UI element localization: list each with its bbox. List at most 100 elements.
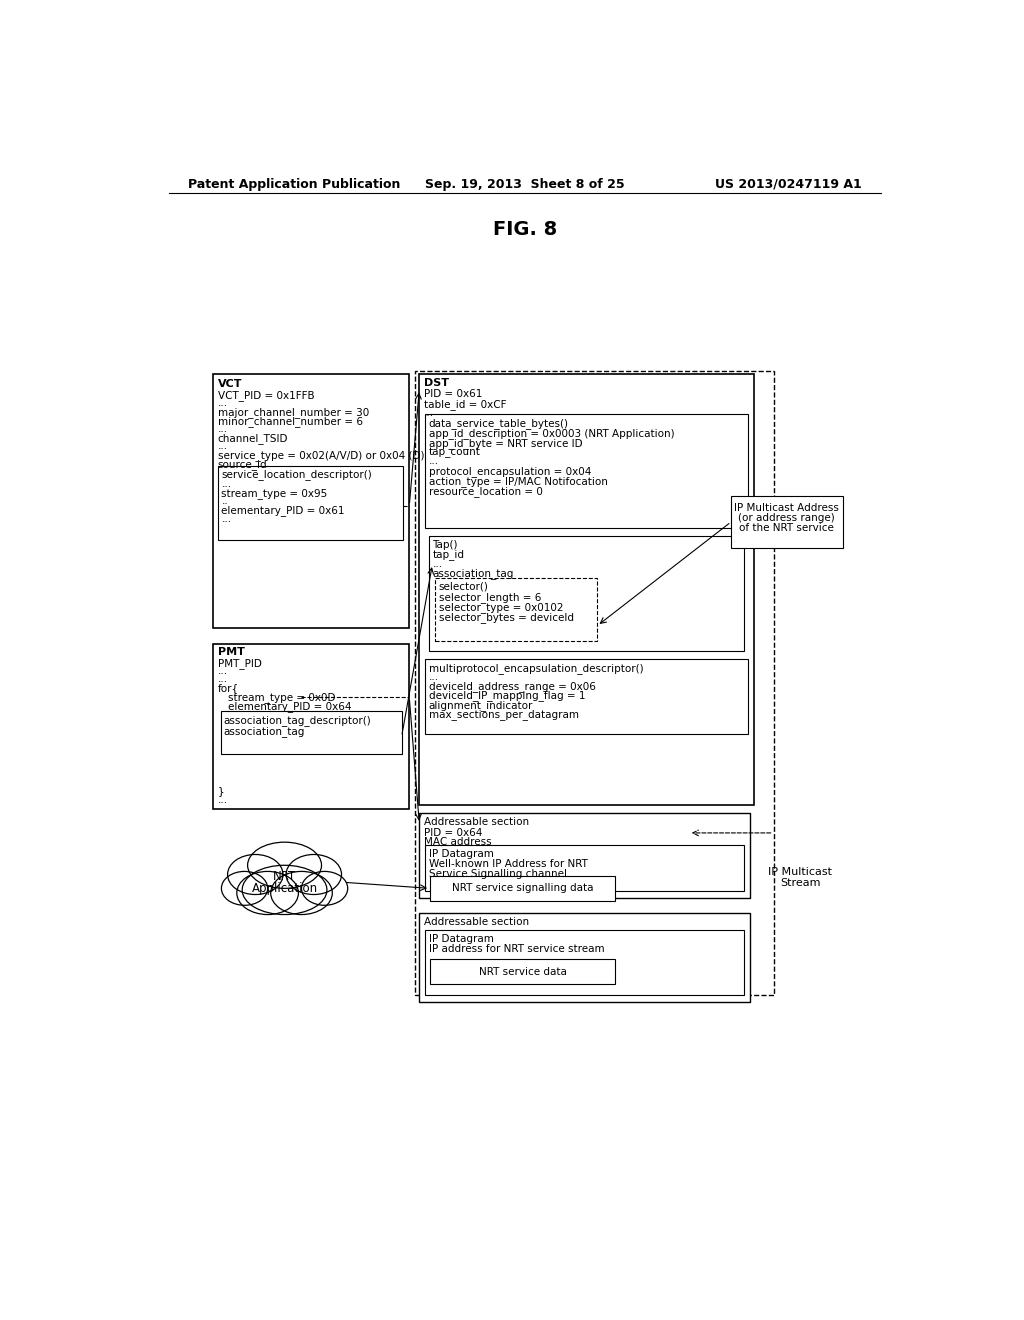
Bar [213,644,410,809]
Text: elementary_PID = 0x61: elementary_PID = 0x61 [221,506,345,516]
Text: VCT_PID = 0x1FFB: VCT_PID = 0x1FFB [217,391,314,401]
Text: PID = 0x61: PID = 0x61 [424,389,482,400]
Text: NRT service data: NRT service data [478,966,566,977]
Text: FIG. 8: FIG. 8 [493,220,557,239]
Text: association_tag: association_tag [432,568,514,579]
Text: IP Datagram: IP Datagram [429,933,494,944]
Text: app_id_description = 0x0003 (NRT Application): app_id_description = 0x0003 (NRT Applica… [429,428,674,438]
Text: DST: DST [424,378,449,388]
Ellipse shape [286,854,342,895]
Text: action_type = IP/MAC Notifocation: action_type = IP/MAC Notifocation [429,475,607,487]
Text: selector_type = 0x0102: selector_type = 0x0102 [438,602,563,612]
Text: ...: ... [217,424,227,434]
Text: selector_bytes = deviceId: selector_bytes = deviceId [438,612,573,623]
Text: source_id: source_id [217,459,267,470]
Text: IP Multicast: IP Multicast [768,867,833,876]
Text: PMT: PMT [217,647,245,657]
Text: table_id = 0xCF: table_id = 0xCF [424,399,507,409]
Ellipse shape [248,842,322,888]
Text: protocol_encapsulation = 0x04: protocol_encapsulation = 0x04 [429,466,591,477]
Text: ...: ... [217,665,227,676]
Text: Sep. 19, 2013  Sheet 8 of 25: Sep. 19, 2013 Sheet 8 of 25 [425,178,625,190]
Text: Addressable section: Addressable section [424,817,529,826]
Text: stream_type = 0x0D: stream_type = 0x0D [228,692,336,704]
Text: Well-known IP Address for NRT: Well-known IP Address for NRT [429,859,588,869]
Text: ...: ... [221,479,231,488]
Text: alignment_indicator: alignment_indicator [429,700,532,710]
Bar [218,466,403,540]
Bar [425,659,749,734]
Text: tap_id: tap_id [432,549,465,561]
Text: max_sections_per_datagram: max_sections_per_datagram [429,709,579,719]
Ellipse shape [243,866,327,915]
Text: ..: .. [221,496,228,506]
Bar [430,960,614,983]
Text: IP address for NRT service stream: IP address for NRT service stream [429,944,604,954]
Text: resource_location = 0: resource_location = 0 [429,486,543,496]
Text: Addressable section: Addressable section [424,917,529,927]
Bar [425,845,744,891]
Text: PID = 0x64: PID = 0x64 [424,828,482,837]
Text: ...: ... [217,795,227,805]
Text: data_service_table_bytes(): data_service_table_bytes() [429,418,568,429]
Bar [416,371,773,995]
Ellipse shape [221,871,267,906]
Text: Tap(): Tap() [432,540,458,549]
Text: channel_TSID: channel_TSID [217,433,288,445]
Text: ...: ... [217,397,227,408]
Text: stream_type = 0x95: stream_type = 0x95 [221,488,328,499]
Bar [429,536,744,651]
Text: }: } [217,785,224,796]
Text: multiprotocol_encapsulation_descriptor(): multiprotocol_encapsulation_descriptor() [429,663,643,673]
Text: ...: ... [217,441,227,451]
Text: Patent Application Publication: Patent Application Publication [188,178,400,190]
Text: ...: ... [429,672,438,682]
Text: deviceId_IP_mapping_flag = 1: deviceId_IP_mapping_flag = 1 [429,690,585,701]
Text: selector_length = 6: selector_length = 6 [438,591,541,603]
Text: elementary_PID = 0x64: elementary_PID = 0x64 [228,701,352,713]
Text: tap_count: tap_count [429,447,480,458]
Bar [419,374,755,805]
Text: minor_channel_number = 6: minor_channel_number = 6 [217,416,362,428]
Text: deviceId_address_range = 0x06: deviceId_address_range = 0x06 [429,681,595,692]
Text: association_tag_descriptor(): association_tag_descriptor() [223,715,372,726]
Bar [425,414,749,528]
Text: VCT: VCT [217,379,242,388]
Text: ...: ... [221,515,231,524]
Text: Service Signalling channel: Service Signalling channel [429,869,566,879]
Text: app_id_byte = NRT service ID: app_id_byte = NRT service ID [429,438,583,449]
Text: Application: Application [252,882,317,895]
Bar [430,876,614,900]
Bar [435,578,597,642]
Text: NRT: NRT [273,870,296,883]
Bar [213,374,410,628]
Text: selector(): selector() [438,582,488,591]
Text: of the NRT service: of the NRT service [739,524,834,533]
Text: major_channel_number = 30: major_channel_number = 30 [217,407,369,418]
Text: US 2013/0247119 A1: US 2013/0247119 A1 [716,178,862,190]
Bar [425,929,744,995]
Bar [731,495,843,548]
Text: ...: ... [424,408,434,418]
Bar [220,711,401,755]
Text: (or address range): (or address range) [738,513,835,523]
Text: ...: ... [429,457,438,466]
Text: for{: for{ [217,682,239,693]
Ellipse shape [227,854,283,895]
Text: IP Datagram: IP Datagram [429,849,494,859]
Text: PMT_PID: PMT_PID [217,659,261,669]
Bar [419,813,751,898]
Ellipse shape [270,871,333,915]
Bar [419,913,751,1002]
Text: association_tag: association_tag [223,726,305,737]
Text: service_type = 0x02(A/V/D) or 0x04 (D): service_type = 0x02(A/V/D) or 0x04 (D) [217,450,424,461]
Text: ...: ... [217,673,227,684]
Ellipse shape [301,871,348,906]
Text: ...: ... [432,558,442,569]
Text: IP Multicast Address: IP Multicast Address [734,503,839,513]
Ellipse shape [237,871,298,915]
Text: service_location_descriptor(): service_location_descriptor() [221,470,372,480]
Text: NRT service signalling data: NRT service signalling data [452,883,593,894]
Text: MAC address: MAC address [424,837,492,846]
Text: Stream: Stream [780,878,820,888]
